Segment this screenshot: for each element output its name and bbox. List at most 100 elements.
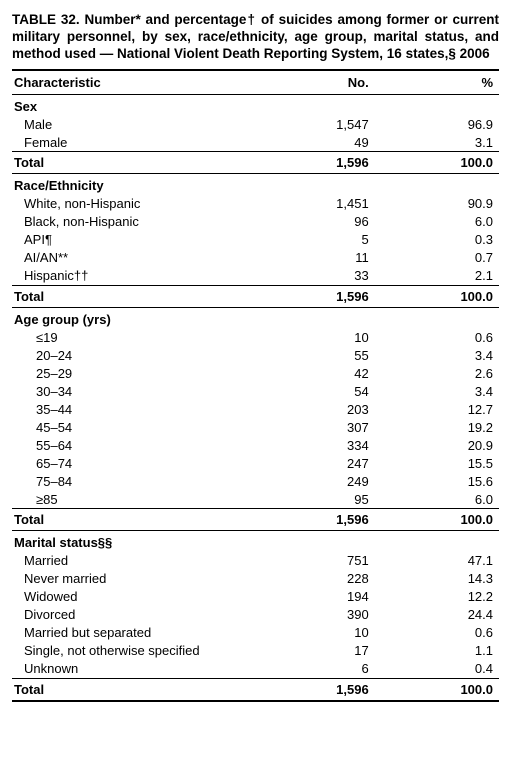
total-pct: 100.0 xyxy=(397,678,499,701)
col-header-pct: % xyxy=(397,70,499,95)
row-no: 249 xyxy=(294,472,396,490)
row-pct: 1.1 xyxy=(397,642,499,660)
col-header-characteristic: Characteristic xyxy=(12,70,294,95)
row-no: 11 xyxy=(294,249,396,267)
row-no: 95 xyxy=(294,490,396,509)
row-label: 30–34 xyxy=(12,382,294,400)
table-row: Unknown60.4 xyxy=(12,660,499,679)
row-label: 55–64 xyxy=(12,436,294,454)
row-no: 307 xyxy=(294,418,396,436)
section-header-pct xyxy=(397,174,499,195)
row-label: White, non-Hispanic xyxy=(12,195,294,213)
table-row: 65–7424715.5 xyxy=(12,454,499,472)
row-label: Married but separated xyxy=(12,624,294,642)
table-row: API¶50.3 xyxy=(12,231,499,249)
table-row: Never married22814.3 xyxy=(12,570,499,588)
total-row: Total1,596100.0 xyxy=(12,285,499,307)
section-header-label: Marital status§§ xyxy=(12,531,294,552)
table-row: 35–4420312.7 xyxy=(12,400,499,418)
row-label: 65–74 xyxy=(12,454,294,472)
row-no: 33 xyxy=(294,267,396,286)
total-label: Total xyxy=(12,509,294,531)
table-row: Divorced39024.4 xyxy=(12,606,499,624)
row-no: 203 xyxy=(294,400,396,418)
table-row: Married but separated100.6 xyxy=(12,624,499,642)
row-no: 42 xyxy=(294,364,396,382)
table-row: 25–29422.6 xyxy=(12,364,499,382)
row-no: 49 xyxy=(294,133,396,152)
table-row: 45–5430719.2 xyxy=(12,418,499,436)
section-header-no xyxy=(294,174,396,195)
row-pct: 0.6 xyxy=(397,328,499,346)
total-row: Total1,596100.0 xyxy=(12,509,499,531)
row-pct: 0.7 xyxy=(397,249,499,267)
row-pct: 0.3 xyxy=(397,231,499,249)
row-no: 228 xyxy=(294,570,396,588)
row-label: Married xyxy=(12,552,294,570)
row-pct: 90.9 xyxy=(397,195,499,213)
row-no: 96 xyxy=(294,213,396,231)
row-no: 334 xyxy=(294,436,396,454)
row-pct: 24.4 xyxy=(397,606,499,624)
total-row: Total1,596100.0 xyxy=(12,152,499,174)
section-header-pct xyxy=(397,531,499,552)
row-label: Unknown xyxy=(12,660,294,679)
total-pct: 100.0 xyxy=(397,509,499,531)
section-header-no xyxy=(294,307,396,328)
row-label: ≤19 xyxy=(12,328,294,346)
section-header-label: Sex xyxy=(12,94,294,115)
row-pct: 12.2 xyxy=(397,588,499,606)
row-no: 1,547 xyxy=(294,115,396,133)
row-no: 751 xyxy=(294,552,396,570)
table-row: AI/AN**110.7 xyxy=(12,249,499,267)
table-row: ≤19100.6 xyxy=(12,328,499,346)
row-pct: 47.1 xyxy=(397,552,499,570)
row-pct: 19.2 xyxy=(397,418,499,436)
row-pct: 12.7 xyxy=(397,400,499,418)
row-label: 75–84 xyxy=(12,472,294,490)
row-label: 45–54 xyxy=(12,418,294,436)
table-row: Female493.1 xyxy=(12,133,499,152)
table-row: 75–8424915.6 xyxy=(12,472,499,490)
row-pct: 3.4 xyxy=(397,382,499,400)
row-pct: 2.6 xyxy=(397,364,499,382)
row-pct: 14.3 xyxy=(397,570,499,588)
row-no: 54 xyxy=(294,382,396,400)
section-header-row: Marital status§§ xyxy=(12,531,499,552)
table-row: Black, non-Hispanic966.0 xyxy=(12,213,499,231)
row-pct: 2.1 xyxy=(397,267,499,286)
row-label: Never married xyxy=(12,570,294,588)
row-no: 1,451 xyxy=(294,195,396,213)
row-label: 20–24 xyxy=(12,346,294,364)
table-row: Widowed19412.2 xyxy=(12,588,499,606)
total-pct: 100.0 xyxy=(397,152,499,174)
col-header-no: No. xyxy=(294,70,396,95)
table-row: Married75147.1 xyxy=(12,552,499,570)
row-pct: 3.1 xyxy=(397,133,499,152)
section-header-pct xyxy=(397,94,499,115)
row-pct: 3.4 xyxy=(397,346,499,364)
data-table: Characteristic No. % SexMale1,54796.9Fem… xyxy=(12,69,499,702)
row-pct: 96.9 xyxy=(397,115,499,133)
total-pct: 100.0 xyxy=(397,285,499,307)
table-row: 30–34543.4 xyxy=(12,382,499,400)
total-no: 1,596 xyxy=(294,678,396,701)
row-label: Female xyxy=(12,133,294,152)
total-no: 1,596 xyxy=(294,509,396,531)
total-label: Total xyxy=(12,152,294,174)
row-pct: 6.0 xyxy=(397,490,499,509)
table-row: Male1,54796.9 xyxy=(12,115,499,133)
section-header-label: Race/Ethnicity xyxy=(12,174,294,195)
row-label: Widowed xyxy=(12,588,294,606)
row-no: 17 xyxy=(294,642,396,660)
row-no: 247 xyxy=(294,454,396,472)
row-label: Single, not otherwise specified xyxy=(12,642,294,660)
row-pct: 0.6 xyxy=(397,624,499,642)
row-no: 10 xyxy=(294,328,396,346)
row-no: 6 xyxy=(294,660,396,679)
row-no: 10 xyxy=(294,624,396,642)
table-row: ≥85956.0 xyxy=(12,490,499,509)
row-pct: 0.4 xyxy=(397,660,499,679)
total-label: Total xyxy=(12,285,294,307)
row-no: 55 xyxy=(294,346,396,364)
